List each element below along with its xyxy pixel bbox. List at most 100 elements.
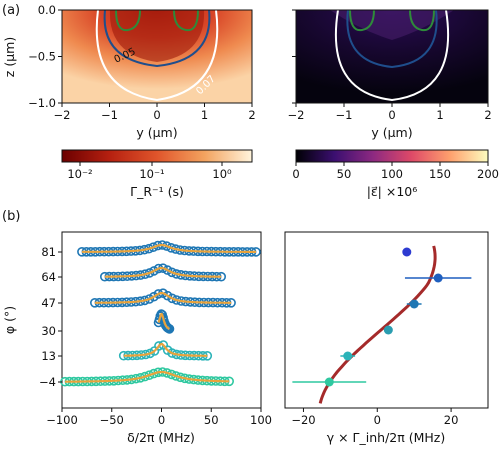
x-tick-label: 1 bbox=[201, 108, 208, 122]
heatmap-right: −2 −1 0 1 2 y (μm) bbox=[288, 9, 492, 140]
colorbar-tick-label: 10⁻² bbox=[67, 167, 92, 181]
panel-label-a: (a) bbox=[2, 3, 20, 18]
spectrum-point bbox=[149, 266, 159, 276]
y-tick-label: 81 bbox=[41, 245, 56, 259]
linewidth-point--4 bbox=[292, 377, 367, 387]
x-tick-label: −20 bbox=[291, 413, 315, 427]
heatmap-left-xticks: −2 −1 0 1 2 bbox=[54, 103, 256, 122]
spectrum-point bbox=[162, 290, 173, 301]
heatmap-right-xticks: −2 −1 0 1 2 bbox=[288, 103, 492, 122]
x-tick-label: 2 bbox=[248, 108, 255, 122]
spectrum-point bbox=[167, 267, 177, 278]
panel-label-b: (b) bbox=[2, 209, 20, 224]
spectra-ylabel: φ (°) bbox=[2, 306, 17, 334]
data-point bbox=[433, 273, 443, 283]
spectrum-point bbox=[171, 371, 181, 381]
spectrum-point bbox=[167, 348, 177, 358]
x-tick-label: −2 bbox=[288, 108, 305, 122]
heatmap-right-xlabel: y (μm) bbox=[371, 125, 412, 140]
linewidth-fit-curve bbox=[318, 245, 437, 404]
contour-right-white bbox=[334, 10, 450, 102]
colorbar-left-ticks: 10⁻² 10⁻¹ 10⁰ bbox=[67, 162, 232, 181]
y-tick-label: 30 bbox=[41, 324, 56, 338]
overlay-right-2 bbox=[409, 10, 435, 32]
spectrum-fit bbox=[94, 291, 232, 304]
spectrum-point bbox=[166, 369, 177, 380]
y-tick-label: 0.0 bbox=[38, 3, 56, 17]
colorbar-tick-label: 10⁻¹ bbox=[139, 167, 164, 181]
x-tick-label: −2 bbox=[54, 108, 71, 122]
colorbar-tick-label: 10⁰ bbox=[212, 167, 232, 181]
x-tick-label: 0 bbox=[374, 413, 381, 427]
heatmap-left-ylabel: z (μm) bbox=[2, 37, 17, 77]
colorbar-right: 0 50 100 150 200 |ε⃗| ×10⁶ bbox=[292, 149, 499, 199]
linewidth-point-13 bbox=[340, 351, 356, 361]
spectrum-81 bbox=[77, 240, 261, 257]
colorbar-left-bar bbox=[61, 149, 253, 163]
data-point bbox=[409, 299, 419, 309]
y-tick-label: −0.5 bbox=[28, 50, 56, 64]
colorbar-tick-label: 200 bbox=[477, 167, 499, 181]
spectra-xlabel: δ/2π (MHz) bbox=[127, 430, 195, 445]
spectrum-fit bbox=[81, 243, 256, 253]
linewidth-point-30 bbox=[383, 325, 393, 335]
spectrum-point bbox=[144, 268, 155, 278]
y-tick-label: 47 bbox=[41, 296, 56, 310]
y-tick-label: −1.0 bbox=[28, 96, 56, 110]
spectra-panel: −100 −50 0 50 100 81 64 47 30 13 −4 δ/2π (MHz) φ … bbox=[2, 231, 272, 445]
data-point bbox=[324, 377, 334, 387]
spectrum-47 bbox=[90, 288, 236, 308]
colorbar-tick-label: 150 bbox=[429, 167, 451, 181]
spectrum-point bbox=[148, 242, 159, 252]
colorbar-tick-label: 0 bbox=[292, 167, 299, 181]
linewidth-frame bbox=[284, 231, 489, 409]
spectrum-fit bbox=[65, 370, 230, 383]
linewidth-point-64 bbox=[404, 273, 472, 283]
x-tick-label: 50 bbox=[204, 413, 219, 427]
spectrum-fit bbox=[123, 342, 208, 357]
x-tick-label: 1 bbox=[436, 108, 443, 122]
colorbar-left: 10⁻² 10⁻¹ 10⁰ Γ_R⁻¹ (s) bbox=[61, 149, 253, 199]
y-tick-label: 13 bbox=[41, 349, 56, 363]
y-tick-label: 64 bbox=[41, 270, 56, 284]
x-tick-label: 100 bbox=[250, 413, 272, 427]
colorbar-tick-label: 100 bbox=[381, 167, 403, 181]
spectrum-point bbox=[166, 243, 176, 253]
heatmap-left-core bbox=[109, 10, 205, 62]
spectrum-point bbox=[167, 293, 177, 304]
overlay-left-2 bbox=[173, 10, 199, 32]
x-tick-label: −1 bbox=[336, 108, 353, 122]
contour-0.07 bbox=[95, 10, 219, 102]
linewidth-xticks: −20 0 20 bbox=[291, 408, 458, 427]
data-point bbox=[343, 351, 353, 361]
heatmap-right-glow bbox=[330, 10, 454, 40]
spectra-xticks: −100 −50 0 50 100 bbox=[46, 408, 272, 427]
spectrum--4 bbox=[60, 367, 234, 387]
x-tick-label: −1 bbox=[101, 108, 118, 122]
spectrum-64 bbox=[100, 263, 226, 282]
spectrum-30 bbox=[153, 309, 175, 334]
colorbar-left-label: Γ_R⁻¹ (s) bbox=[130, 184, 184, 199]
spectrum-point bbox=[144, 294, 155, 304]
heatmap-left-yticks: 0.0 −0.5 −1.0 bbox=[28, 3, 62, 110]
contour-right-blue bbox=[346, 10, 438, 69]
x-tick-label: 0 bbox=[388, 108, 395, 122]
data-point bbox=[402, 247, 412, 257]
linewidth-point-47 bbox=[406, 299, 422, 309]
spectrum-13 bbox=[118, 340, 213, 361]
data-point bbox=[383, 325, 393, 335]
x-tick-label: 0 bbox=[153, 108, 160, 122]
heatmap-left: 0.05 0.07 −2 −1 0 1 2 0.0−0.5−1.0 y (μm) z (… bbox=[2, 3, 256, 140]
spectrum-point bbox=[144, 370, 155, 381]
x-tick-label: −50 bbox=[100, 413, 124, 427]
linewidth-marks bbox=[292, 247, 472, 387]
x-tick-label: 2 bbox=[484, 108, 491, 122]
linewidth-panel: −20 0 20 γ × Γ_inh/2π (MHz) bbox=[284, 231, 489, 445]
colorbar-tick-label: 50 bbox=[337, 167, 352, 181]
x-tick-label: 0 bbox=[158, 413, 165, 427]
colorbar-right-ticks: 0 50 100 150 200 bbox=[292, 162, 499, 181]
spectrum-point bbox=[148, 368, 159, 379]
linewidth-xlabel: γ × Γ_inh/2π (MHz) bbox=[327, 430, 446, 445]
spectrum-fit bbox=[157, 312, 170, 330]
